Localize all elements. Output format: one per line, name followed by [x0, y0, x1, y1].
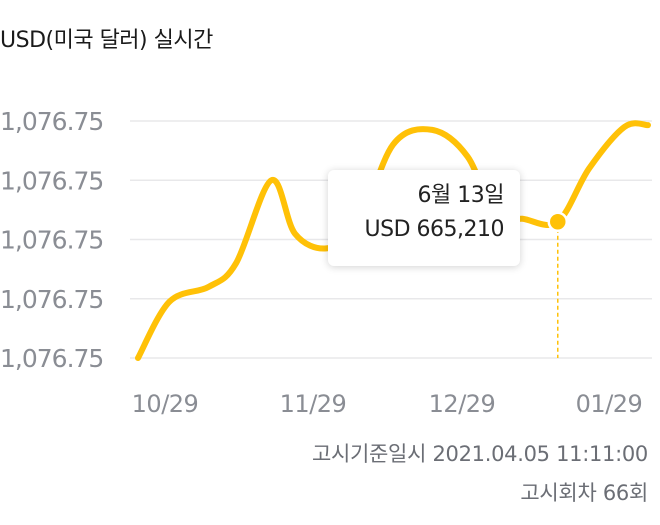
y-tick-label: 1,076.75 — [0, 166, 103, 195]
x-tick-label: 12/29 — [429, 390, 496, 418]
tooltip-value: USD 665,210 — [364, 217, 505, 242]
x-tick-label: 10/29 — [132, 390, 199, 418]
notice-datetime: 고시기준일시 2021.04.05 11:11:00 — [311, 442, 648, 466]
selected-point — [547, 211, 569, 232]
y-axis-ticks: 1,076.75 1,076.75 1,076.75 1,076.75 1,076.75 — [0, 107, 104, 373]
notice-round: 고시회차 66회 — [520, 481, 648, 505]
x-axis-ticks: 10/29 11/29 12/29 01/29 — [132, 390, 643, 418]
selected-point-marker — [547, 211, 569, 358]
y-tick-label: 1,076.75 — [0, 285, 103, 314]
y-tick-label: 1,076.75 — [0, 107, 103, 136]
y-tick-label: 1,076.75 — [0, 344, 103, 373]
x-tick-label: 01/29 — [576, 390, 643, 418]
page-title: USD(미국 달러) 실시간 — [0, 28, 213, 53]
y-tick-label: 1,076.75 — [0, 226, 103, 255]
tooltip-date: 6월 13일 — [417, 183, 505, 208]
x-tick-label: 11/29 — [280, 390, 347, 418]
chart-tooltip: 6월 13일 USD 665,210 — [328, 170, 520, 266]
